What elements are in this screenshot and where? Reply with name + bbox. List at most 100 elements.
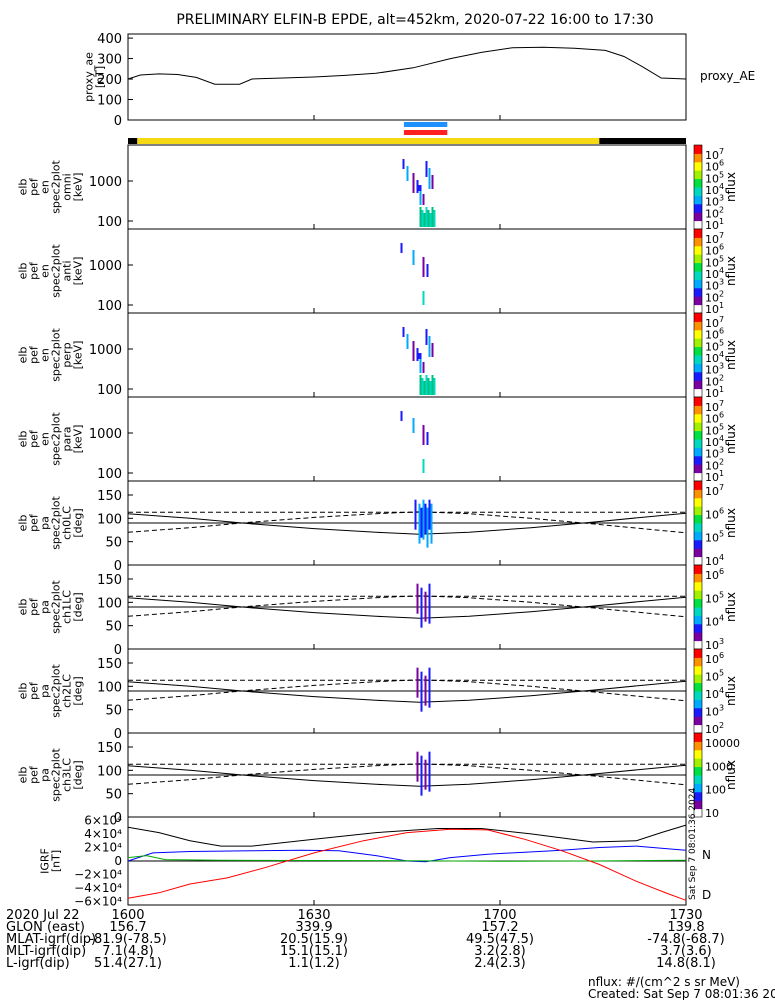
colorbar-swatch — [694, 287, 702, 297]
pa-y-label-line: ch3LC — [61, 758, 74, 792]
colorbar-swatch — [694, 791, 702, 801]
igrf-y-label: IGRF[nT] — [39, 848, 63, 874]
spectrogram-pixel — [431, 375, 434, 395]
science-zone-bar-blue — [403, 122, 448, 127]
energy-y-label-line: elb — [17, 263, 30, 280]
pa-y-tick-label: 0 — [114, 643, 122, 658]
energy-panel-frame — [127, 312, 687, 398]
pa-panel-1: 150100500elbpefpaspec2plotch1LC[deg]1061… — [17, 564, 738, 658]
colorbar-swatch — [694, 531, 702, 541]
energy-y-label-line: en — [39, 432, 52, 446]
colorbar-swatch — [694, 623, 702, 633]
colorbar-swatch — [694, 455, 702, 465]
energy-y-label-line: spec2plot — [50, 412, 63, 466]
colorbar-swatch — [694, 447, 702, 457]
colorbar-swatch — [694, 506, 702, 516]
pa-y-label-line: pa — [39, 516, 52, 530]
colorbar-tick-label: 105 — [705, 254, 724, 269]
colorbar-swatch — [694, 220, 702, 230]
colorbar-tick-label: 105 — [705, 422, 724, 437]
energy-y-label-line: perp — [61, 342, 74, 367]
spectrogram-pixel — [406, 166, 409, 181]
ephemeris-value: -74.8(-68.7) — [647, 932, 724, 947]
spectrogram-pixel — [412, 341, 415, 361]
spectrogram-pixel — [422, 425, 425, 445]
spectrogram-pixel — [425, 375, 428, 395]
ae-y-label-line: [nT] — [94, 66, 107, 88]
colorbar-swatch — [694, 145, 702, 154]
spectrogram-pixel — [421, 210, 424, 227]
spectrogram-pixel — [433, 210, 436, 227]
colorbar-swatch — [694, 514, 702, 524]
pa-y-tick-label: 50 — [105, 620, 122, 635]
spectrogram-pixel — [419, 187, 422, 205]
colorbar-frame — [693, 732, 703, 818]
energy-panel-0: 1000100elbpefenspec2plotomni[keV]1071061… — [17, 144, 738, 232]
pa-y-label-line: [deg] — [72, 592, 85, 621]
colorbar-swatch — [694, 271, 702, 280]
spectrogram-pixel — [424, 591, 427, 622]
spectrogram-pixel — [412, 418, 415, 433]
units-footnote: nflux: #/(cm^2 s sr MeV) — [588, 975, 740, 989]
igrf-panel: 6×10⁴4×10⁴2×10⁴0−2×10⁴−4×10⁴−6×10⁴IGRF[n… — [39, 788, 712, 909]
colorbar-swatch — [694, 590, 702, 600]
energy-y-tick-label: 1000 — [89, 343, 122, 358]
colorbar-swatch — [694, 539, 702, 549]
ae-y-tick-label: 300 — [97, 53, 122, 68]
colorbar-swatch — [694, 649, 702, 658]
energy-y-label-line: en — [39, 348, 52, 362]
colorbar-swatch — [694, 397, 702, 406]
colorbar-swatch — [694, 439, 702, 448]
colorbar-swatch — [694, 657, 702, 667]
ae-side-label: proxy_AE — [700, 69, 755, 83]
ae-y-tick-label: 100 — [97, 94, 122, 109]
ephemeris-value: 1730 — [669, 908, 702, 923]
spectrogram-pixel — [428, 751, 431, 792]
colorbar-tick-label: 101 — [705, 469, 724, 484]
energy-y-label-line: pef — [28, 177, 41, 196]
spectrogram-pixel — [429, 381, 432, 395]
colorbar-tick-label: 106 — [705, 159, 724, 174]
colorbar-tick-label: 102 — [705, 457, 724, 472]
pa-y-label-line: [deg] — [72, 760, 85, 789]
colorbar-tick-label: 105 — [705, 170, 724, 185]
ae-y-label: proxy_ae[nT] — [83, 52, 107, 102]
colorbar-tick-label: 104 — [705, 434, 724, 449]
colorbar-swatch — [694, 497, 702, 507]
pa-y-label-line: spec2plot — [50, 496, 63, 550]
colorbar-tick-label: 102 — [705, 721, 724, 736]
ephemeris-row-label: 2020 Jul 22 — [6, 908, 80, 923]
energy-y-label-line: [keV] — [72, 425, 85, 454]
spectrogram-pixel — [419, 207, 422, 227]
spectrogram-pixel — [428, 499, 431, 530]
spectrogram-pixel — [425, 207, 428, 227]
ephemeris-row-label: MLT-igrf(dip) — [6, 944, 86, 959]
pa-y-tick-label: 0 — [114, 727, 122, 742]
pa-y-tick-label: 50 — [105, 788, 122, 803]
spectrogram-pixel — [416, 751, 419, 782]
spectrogram-pixel — [420, 507, 423, 538]
ephemeris-value: 3.2(2.8) — [474, 944, 526, 959]
colorbar-tick-label: 104 — [705, 182, 724, 197]
colorbar-swatch — [694, 329, 702, 339]
igrf-d-label: D — [702, 888, 711, 902]
spectrogram-pixel — [430, 503, 433, 544]
colorbar-label: nflux — [724, 424, 738, 454]
pitch-angle-spectrogram-panels: 150100500elbpefpaspec2plotch0LC[deg]1071… — [17, 480, 740, 826]
pa-y-tick-label: 100 — [97, 512, 122, 527]
colorbar-label: nflux — [724, 172, 738, 202]
colorbar-tick-label: 10 — [705, 807, 719, 820]
colorbar-swatch — [694, 229, 702, 238]
colorbar-label: nflux — [724, 676, 738, 706]
spectrogram-pixel — [400, 243, 403, 253]
colorbar-swatch — [694, 245, 702, 255]
igrf-y-tick-label: −6×10⁴ — [74, 895, 122, 909]
ae-line — [127, 46, 687, 85]
colorbar-tick-label: 106 — [705, 327, 724, 342]
energy-y-label-line: spec2plot — [50, 160, 63, 214]
colorbar-tick-label: 101 — [705, 385, 724, 400]
